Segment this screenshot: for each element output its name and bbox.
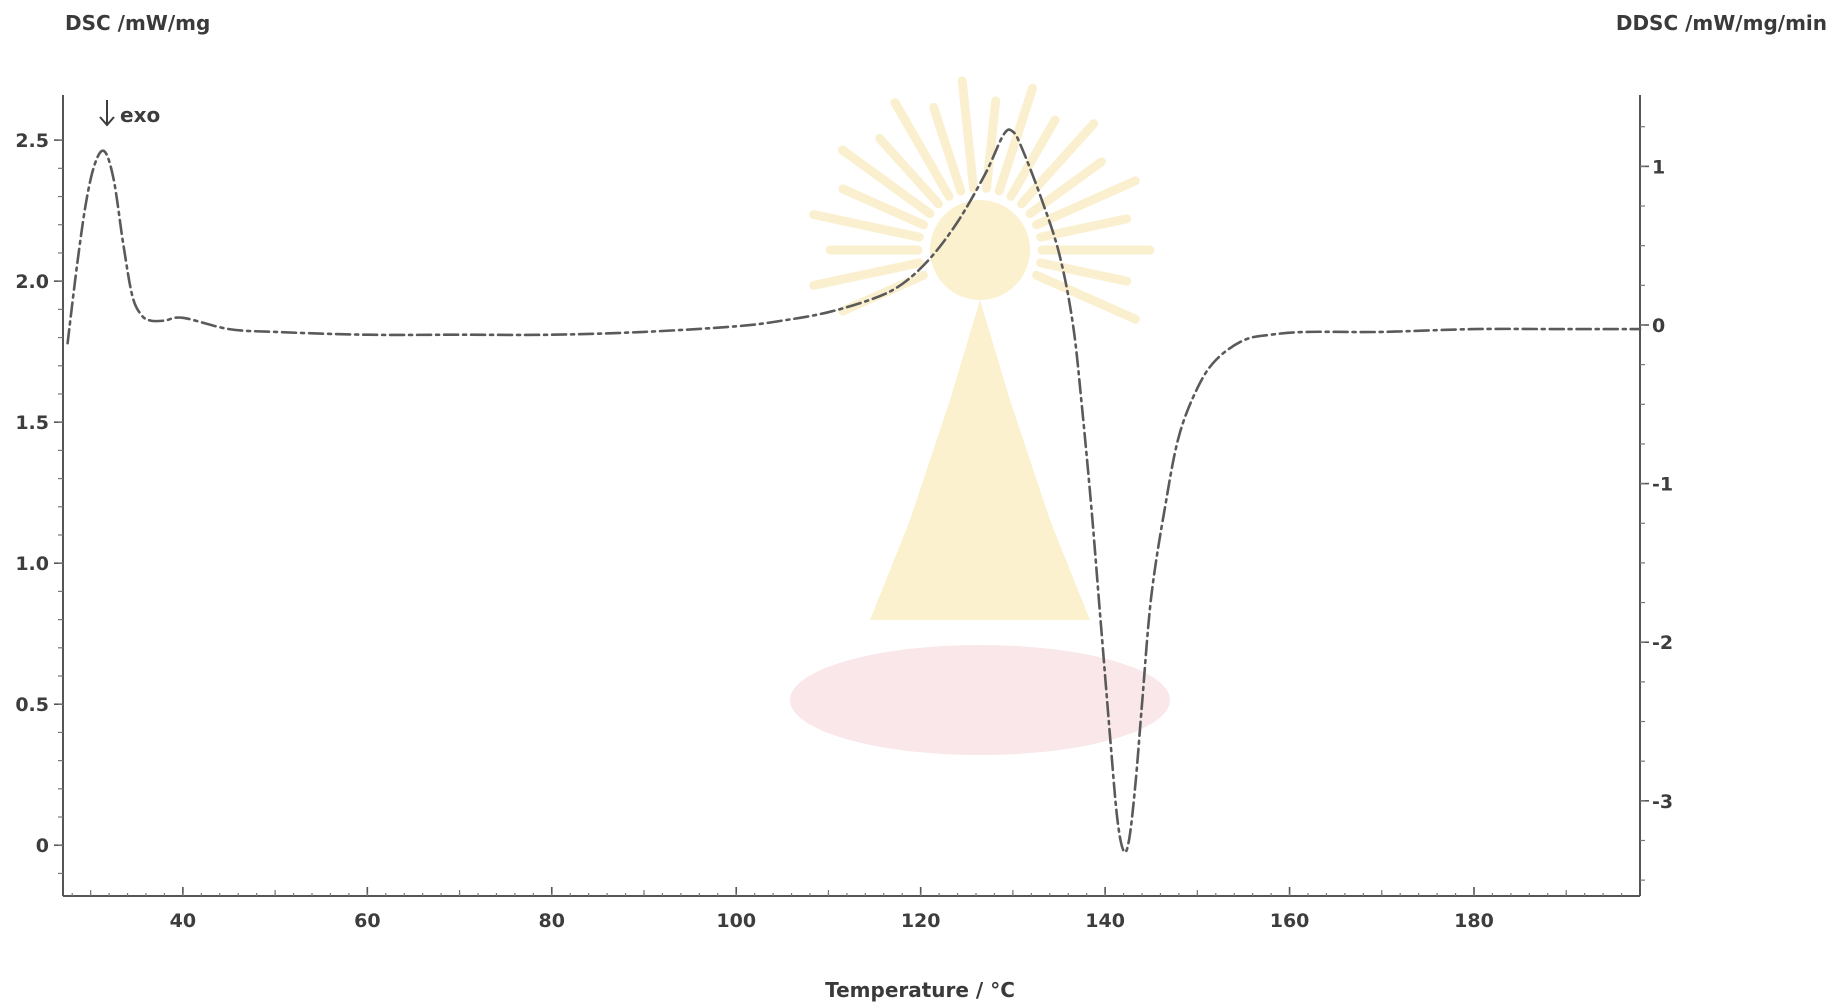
x-axis-title: Temperature / °C — [825, 978, 1015, 1002]
watermark-ray — [809, 210, 924, 242]
x-axis-ticks: 40 60 80 100 120 140 160 180 — [71, 887, 1623, 932]
y-left-tick-label: 1.5 — [15, 412, 49, 434]
watermark-cushion — [790, 645, 1170, 755]
watermark-ray — [890, 98, 954, 201]
y-right-tick-label: -2 — [1652, 632, 1673, 654]
y-left-tick-label: 0 — [36, 835, 49, 857]
watermark-ray — [1032, 270, 1140, 324]
y-right-tick-label: 0 — [1652, 315, 1665, 337]
watermark-ray — [981, 96, 1001, 193]
left-axis-title: DSC /mW/mg — [65, 11, 210, 35]
y-right-tick-label: -1 — [1652, 474, 1673, 496]
exo-annotation: exo — [99, 100, 160, 127]
watermark-ray — [875, 134, 944, 209]
watermark-ray — [994, 83, 1038, 196]
x-tick-label: 40 — [170, 910, 196, 932]
right-axis-title: DDSC /mW/mg/min — [1616, 11, 1827, 35]
x-tick-label: 80 — [539, 910, 565, 932]
watermark-ray — [1036, 258, 1132, 286]
watermark-ray — [1006, 115, 1060, 201]
y-left-tick-label: 1.0 — [15, 553, 49, 575]
x-tick-label: 100 — [716, 910, 756, 932]
x-tick-label: 140 — [1085, 910, 1125, 932]
right-axis-ticks: -3 -2 -1 0 1 — [1640, 126, 1673, 881]
left-axis-ticks: 0 0.5 1.0 1.5 2.0 2.5 — [15, 130, 63, 875]
exo-label: exo — [120, 103, 160, 127]
y-right-tick-label: -3 — [1652, 791, 1673, 813]
watermark-ray — [1016, 119, 1099, 209]
y-left-tick-label: 2.5 — [15, 130, 49, 152]
x-tick-label: 160 — [1270, 910, 1310, 932]
watermark-ray — [1025, 157, 1106, 219]
down-arrow-icon — [99, 100, 115, 127]
watermark-ray — [929, 102, 966, 196]
watermark-ray — [837, 145, 935, 219]
watermark-ray — [1032, 176, 1140, 230]
watermark-ray — [1036, 214, 1132, 242]
watermark-halo — [930, 200, 1030, 300]
watermark-ray — [809, 258, 924, 290]
x-tick-label: 180 — [1454, 910, 1494, 932]
x-tick-label: 120 — [901, 910, 941, 932]
x-tick-label: 60 — [354, 910, 380, 932]
watermark-ray — [838, 184, 928, 230]
watermark-emblem — [790, 76, 1170, 755]
y-left-tick-label: 0.5 — [15, 694, 49, 716]
dsc-curve — [66, 128, 1642, 854]
y-left-tick-label: 2.0 — [15, 271, 49, 293]
series-group — [66, 128, 1642, 854]
y-right-tick-label: 1 — [1652, 156, 1665, 178]
watermark-ray — [957, 76, 979, 193]
watermark-crown — [870, 300, 1090, 620]
